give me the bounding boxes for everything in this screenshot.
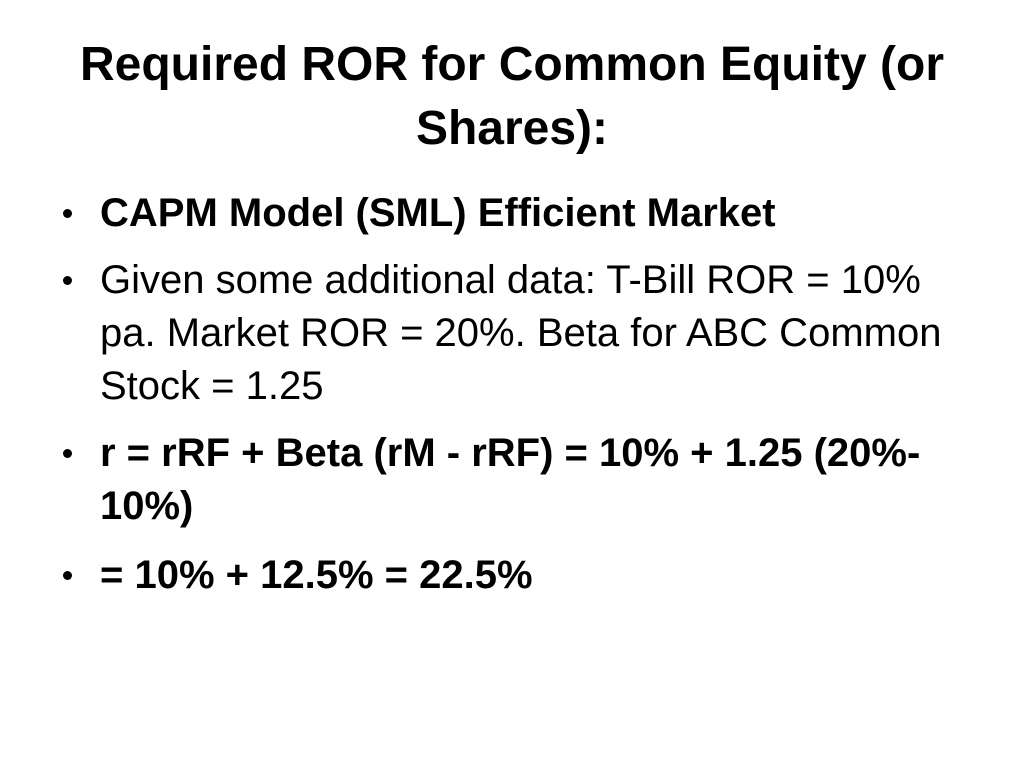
bullet-text-line: = 10% + 12.5% = 22.5% [100,553,533,597]
bullet-text-line: CAPM Model (SML) Efficient Market [100,191,776,235]
bullet-list: CAPM Model (SML) Efficient Market Given … [0,187,1024,602]
bullet-item-result: = 10% + 12.5% = 22.5% [0,549,1024,602]
slide-title: Required ROR for Common Equity (or Share… [0,33,1024,161]
title-line: Shares): [415,102,609,155]
bullet-marker [63,276,72,285]
bullet-marker [63,209,72,218]
bullet-marker [63,449,72,458]
bullet-marker [63,571,72,580]
title-line: Required ROR for Common Equity (or [80,38,944,91]
bullet-item-given-data: Given some additional data: T-Bill ROR =… [0,254,1024,413]
bullet-text-line: 10%) [100,484,194,528]
bullet-text-line: pa. Market ROR = 20%. Beta for ABC Commo… [100,311,942,355]
bullet-text-line: Given some additional data: T-Bill ROR =… [100,258,921,302]
bullet-text-line: Stock = 1.25 [100,364,324,408]
bullet-item-capm-model: CAPM Model (SML) Efficient Market [0,187,1024,240]
bullet-item-formula: r = rRF + Beta (rM - rRF) = 10% + 1.25 (… [0,427,1024,533]
bullet-text-line: r = rRF + Beta (rM - rRF) = 10% + 1.25 (… [100,431,921,475]
